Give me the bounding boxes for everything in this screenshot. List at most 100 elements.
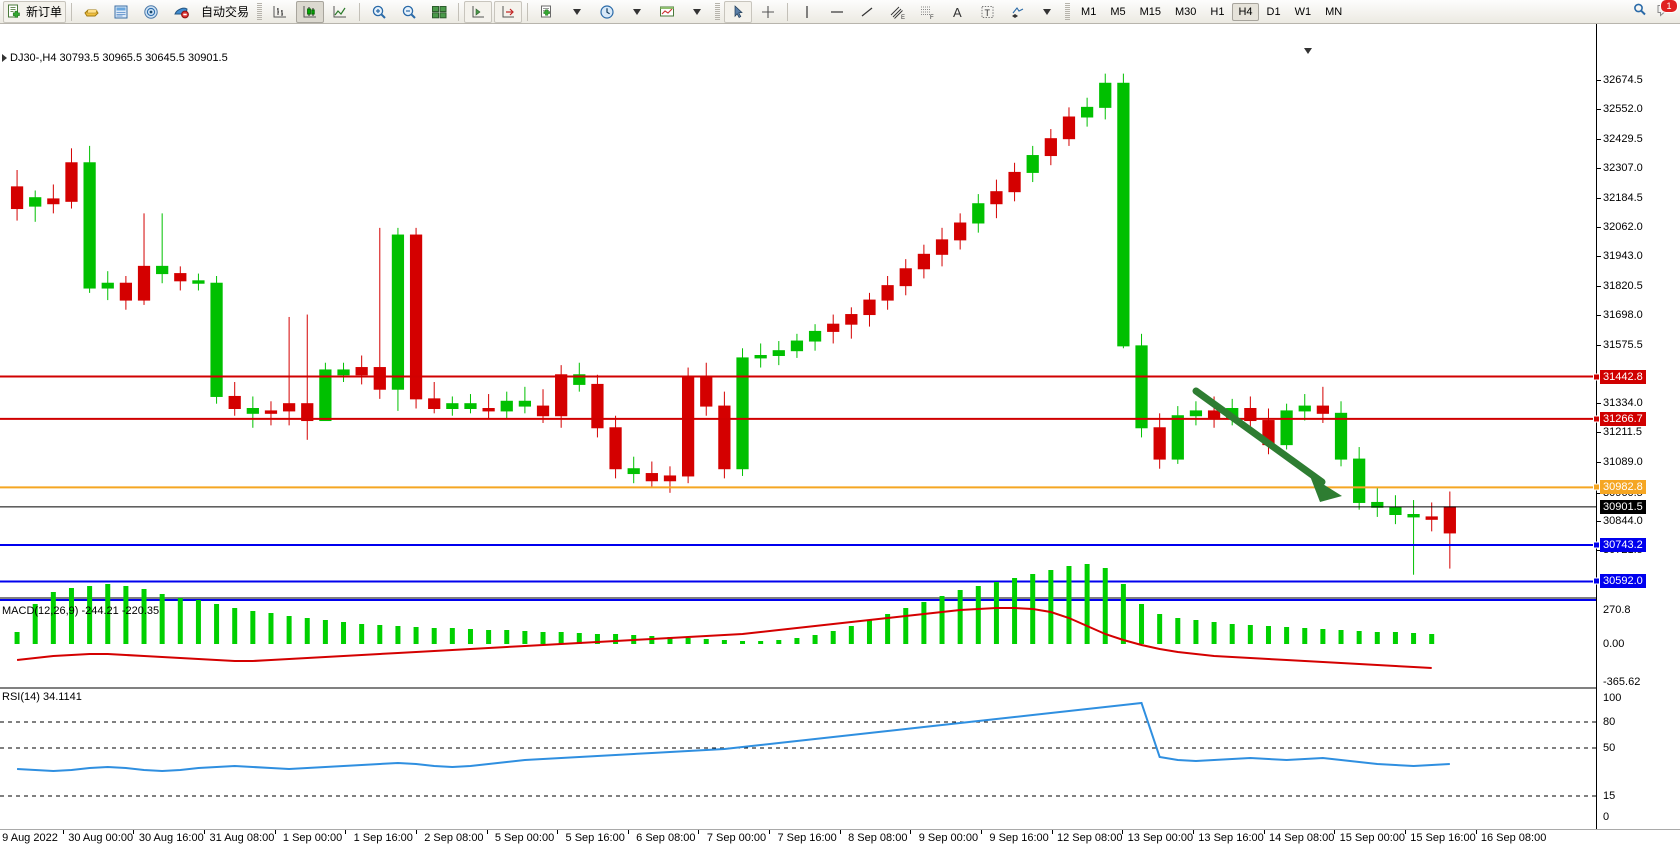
macd-axis-label: -365.62 (1603, 676, 1641, 688)
templates-button[interactable] (653, 1, 681, 23)
search-button[interactable] (1632, 2, 1648, 18)
period-dropdown[interactable] (623, 1, 651, 23)
macd-bar (1120, 584, 1126, 644)
rsi-axis-label: 100 (1603, 692, 1622, 704)
candle-body (609, 427, 622, 470)
search-icon (1634, 3, 1646, 16)
candle-body (1026, 155, 1039, 173)
timeframe-h4[interactable]: H4 (1232, 2, 1259, 21)
timeframe-h1[interactable]: H1 (1210, 5, 1225, 18)
time-axis-label: 9 Sep 00:00 (918, 832, 979, 844)
price-tick (1597, 402, 1601, 404)
price-marker-30982.8[interactable]: 30982.8 (1600, 480, 1646, 495)
timeframe-m15[interactable]: M15 (1139, 5, 1161, 18)
macd-bar (1247, 625, 1253, 644)
chart-area[interactable]: DJ30-,H4 30793.5 30965.5 30645.5 30901.5… (0, 24, 1680, 850)
toolbar-grip-3[interactable] (1065, 3, 1071, 20)
text-tool-button[interactable]: A (943, 1, 971, 23)
macd-bar (921, 602, 927, 644)
price-marker-30743.2[interactable]: 30743.2 (1600, 538, 1646, 553)
zoom-out-button[interactable] (395, 1, 423, 23)
vertical-line-icon (805, 5, 808, 18)
toolbar-grip[interactable] (257, 3, 263, 20)
price-marker-handle[interactable] (1593, 577, 1600, 585)
candle-body (1008, 171, 1021, 193)
price-tick-label: 32062.0 (1603, 221, 1643, 234)
timeframe-d1[interactable]: D1 (1266, 5, 1281, 18)
arrows-dropdown[interactable] (1033, 1, 1061, 23)
equidistant-channel-tool-button[interactable]: E (883, 1, 911, 23)
time-tick (1334, 830, 1336, 834)
candle-body (1353, 458, 1366, 503)
vertical-line-tool-button[interactable] (793, 1, 821, 23)
candle-body (156, 265, 169, 275)
autotrade-button[interactable]: 自动交易 (197, 1, 253, 23)
period-button[interactable] (593, 1, 621, 23)
price-marker-handle[interactable] (1593, 373, 1600, 380)
rsi-label: RSI(14) 34.1141 (2, 691, 82, 703)
new-order-button[interactable]: 新订单 (3, 0, 67, 23)
bar-chart-icon (273, 5, 286, 17)
macd-bar (232, 608, 238, 644)
timeframe-m5[interactable]: M5 (1110, 5, 1126, 18)
zoom-in-button[interactable] (365, 1, 393, 23)
price-marker-handle[interactable] (1593, 415, 1600, 423)
crosshair-tool-button[interactable] (754, 1, 782, 23)
price-marker-31442.8[interactable]: 31442.8 (1600, 369, 1646, 384)
price-marker-handle[interactable] (1593, 541, 1600, 549)
notification-badge: 1 (1660, 0, 1678, 13)
price-tick (1597, 492, 1601, 494)
macd-bar (1338, 630, 1344, 644)
price-axis[interactable]: 32674.5 32552.0 32429.5 32307.0 32184.5 32062… (1593, 24, 1680, 829)
timeframe-m30[interactable]: M30 (1175, 5, 1197, 18)
auto-scroll-button[interactable] (464, 0, 493, 23)
messages-button[interactable]: 1 (1656, 0, 1678, 18)
price-tick (1597, 138, 1601, 140)
price-marker-31266.7[interactable]: 31266.7 (1600, 411, 1646, 426)
macd-bar (431, 628, 437, 644)
signals-button[interactable] (137, 1, 165, 23)
add-indicator-dropdown[interactable] (563, 1, 591, 23)
macd-bar (975, 586, 981, 644)
timeframe-mn[interactable]: MN (1325, 5, 1343, 18)
toolbar-divider-4 (527, 2, 529, 21)
candle-body (464, 403, 477, 410)
line-chart-button[interactable] (326, 1, 354, 23)
candle-body (192, 280, 205, 284)
templates-dropdown[interactable] (683, 1, 711, 23)
chart-shift-end-button[interactable] (494, 0, 523, 23)
time-axis-label: 7 Sep 16:00 (777, 832, 837, 844)
timeframe-m1[interactable]: M1 (1081, 5, 1097, 18)
price-tick (1597, 79, 1601, 81)
trendline-tool-button[interactable] (853, 1, 881, 23)
chart-collapse-icon[interactable] (2, 54, 7, 62)
horizontal-line-tool-button[interactable] (823, 1, 851, 23)
zoom-out-icon (402, 5, 416, 19)
toolbar-grip-2[interactable] (715, 3, 721, 20)
candlestick-chart-button[interactable] (296, 0, 325, 23)
add-indicator-button[interactable] (533, 1, 561, 23)
price-marker-30592.0[interactable]: 30592.0 (1600, 574, 1646, 589)
macd-bar (304, 618, 310, 644)
trend-arrow-annotation[interactable] (1192, 387, 1342, 502)
cursor-tool-button[interactable] (724, 0, 753, 23)
macd-bar (486, 630, 492, 644)
chart-scroll-marker-icon[interactable] (1304, 48, 1312, 54)
chart-shift-button[interactable] (425, 1, 453, 23)
market-watch-button[interactable] (107, 1, 135, 23)
price-marker-30901.5[interactable]: 30901.5 (1600, 499, 1646, 514)
clock-icon (599, 4, 614, 19)
time-tick (769, 830, 771, 834)
bar-chart-button[interactable] (266, 1, 294, 23)
strategy-tester-button[interactable] (167, 1, 195, 23)
candle-body (555, 374, 568, 417)
text-label-tool-button[interactable]: T (973, 1, 1001, 23)
arrows-tool-button[interactable] (1003, 1, 1031, 23)
price-plot[interactable]: MACD(12,26,9) -244.21 -220.35 RSI(14) 34.… (0, 24, 1596, 829)
timeframe-w1[interactable]: W1 (1294, 5, 1312, 18)
gold-bar-button[interactable] (77, 1, 105, 23)
fibonacci-tool-button[interactable]: F (913, 1, 941, 23)
time-axis[interactable]: 9 Aug 2022 30 Aug 00:00 30 Aug 16:00 31 Aug… (0, 829, 1680, 850)
price-marker-handle[interactable] (1593, 483, 1600, 491)
candle-body (101, 282, 114, 289)
